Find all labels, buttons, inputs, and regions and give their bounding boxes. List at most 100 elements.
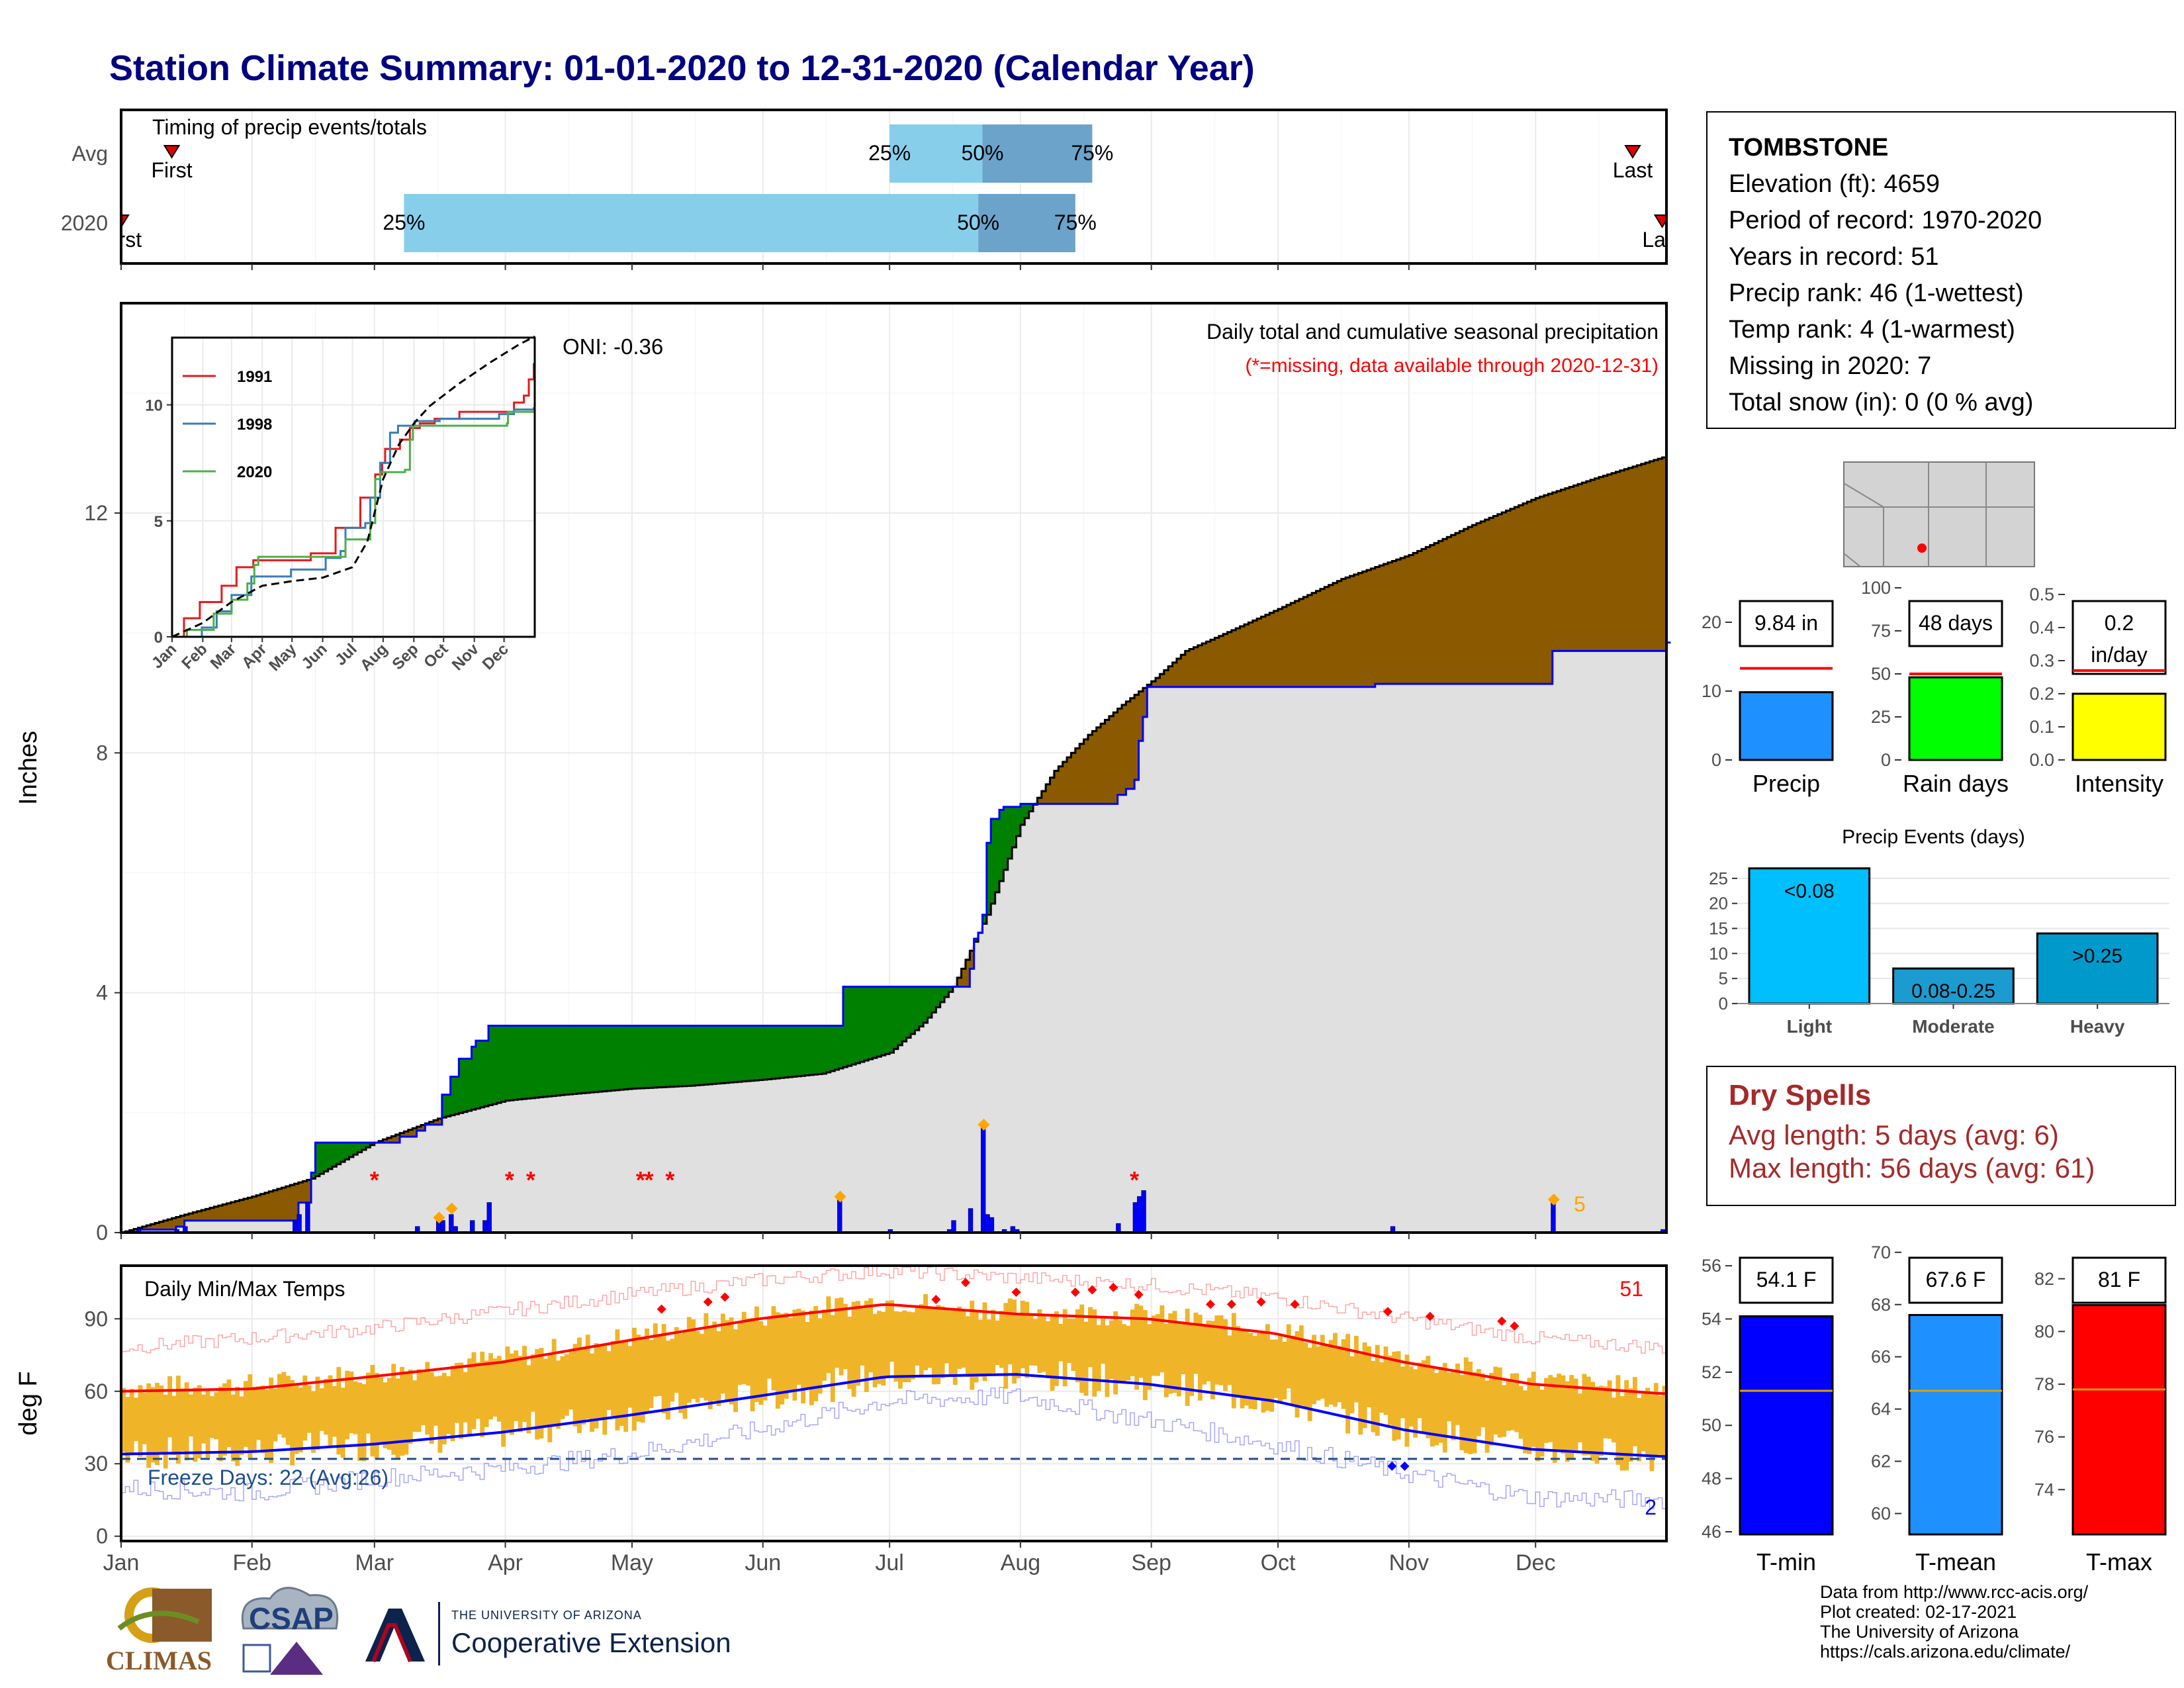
precip-surplus-fill [315,1143,320,1176]
observed-area-fill [1535,684,1541,1233]
precip-deficit-fill [1257,618,1262,687]
tmax-y-tick-label: 82 [2034,1269,2054,1289]
daily-temp-bar [569,1352,574,1410]
precip-deficit-fill [1126,701,1131,789]
daily-temp-bar [1206,1320,1211,1382]
daily-temp-bar [830,1315,835,1402]
temps-y-tick-label: 30 [84,1452,108,1476]
daily-temp-bar [1312,1335,1316,1405]
precip-deficit-fill [1062,761,1068,804]
precip-surplus-fill [585,1025,590,1093]
daily-temp-bar [1291,1335,1296,1405]
observed-area-fill [1421,684,1426,1233]
daily-temp-bar [1303,1342,1308,1409]
observed-area-fill [1101,804,1106,1233]
observed-area-fill [1543,684,1549,1233]
precip-surplus-fill [488,1025,494,1105]
precip-deficit-fill [201,1210,206,1221]
observed-area-fill [214,1220,219,1233]
observed-area-fill [1392,684,1397,1233]
daily-temp-bar [1037,1309,1042,1373]
daily-temp-bar [1282,1341,1287,1399]
record-high-count: 51 [1619,1277,1643,1301]
observed-area-fill [251,1220,257,1233]
precip-surplus-fill [606,1025,612,1092]
daily-temp-bar [492,1358,498,1417]
precip-deficit-fill [412,1128,418,1137]
observed-area-fill [302,1202,308,1233]
daily-temp-bar [801,1310,806,1404]
precip-deficit-fill [1147,684,1152,687]
station-years: Years in record: 51 [1729,243,1939,271]
observed-area-fill [189,1220,194,1233]
precip-deficit-fill [1573,485,1578,651]
daily-temp-bar [1328,1340,1334,1405]
precip-deficit-fill [1607,474,1612,651]
record-high-marker [1109,1282,1118,1292]
observed-area-fill [1624,651,1629,1233]
daily-temp-bar [581,1348,586,1425]
daily-temp-bar [201,1394,206,1444]
observed-area-fill [1050,804,1055,1233]
intensity-value-box [2071,600,2167,675]
daily-temp-bar [535,1348,540,1440]
observed-area-fill [1632,651,1637,1233]
daily-temp-bar [1476,1369,1481,1436]
precip-deficit-fill [1426,547,1431,684]
observed-area-fill [1649,651,1655,1233]
precip-surplus-fill [923,986,929,1023]
intensity-y-tick-label: 0.4 [2029,618,2054,637]
daily-temp-bar [501,1360,506,1447]
credit-line: Plot created: 02-17-2021 [1820,1602,2017,1622]
precip-deficit-fill [1176,659,1181,687]
observed-area-fill [226,1220,232,1233]
cumulative-y-tick-label: 8 [96,741,108,765]
daily-temp-bar [197,1385,202,1459]
record-low-marker [1400,1461,1410,1471]
precip-deficit-fill [1649,461,1655,651]
precip-deficit-fill [1037,798,1042,804]
precip-deficit-fill [1358,573,1363,687]
precip-surplus-fill [328,1143,333,1169]
precip-surplus-fill [357,1143,363,1152]
precip-deficit-fill [1151,681,1156,687]
precip-deficit-fill [269,1191,274,1221]
daily-temp-bar [244,1381,248,1447]
observed-area-fill [1193,686,1199,1233]
tmean-y-tick-label: 62 [1871,1452,1891,1472]
precip-deficit-fill [1122,704,1126,795]
precip-deficit-fill [193,1212,198,1221]
precip-surplus-fill [741,1025,747,1082]
precip-deficit-fill [1307,594,1312,687]
events-y-tick-label: 0 [1719,994,1728,1013]
precip-surplus-fill [982,914,987,924]
inset-series-line [172,408,536,638]
precip-surplus-fill [649,1025,654,1088]
precip-surplus-fill [902,986,907,1042]
precip-surplus-fill [839,1025,844,1069]
freeze-days-label: Freeze Days: 22 (Avg:26) [148,1466,388,1489]
precip-surplus-fill [872,986,878,1058]
precip-surplus-fill [480,1041,485,1107]
record-high-marker [1087,1285,1097,1295]
daily-temp-bar [1332,1333,1338,1407]
precip-surplus-fill [340,1143,345,1162]
record-count-label: 5 [1574,1192,1586,1216]
precip-surplus-fill [670,1025,675,1087]
ua-big-text: Cooperative Extension [451,1627,731,1658]
record-high-marker [1205,1299,1215,1309]
precip-deficit-fill [1075,748,1080,804]
daily-temp-bar [175,1376,181,1464]
observed-area-fill [209,1220,214,1233]
observed-area-fill [420,1131,426,1233]
observed-area-fill [1590,651,1596,1233]
precip_total-category-label: Precip [1752,770,1820,797]
daily-temp-bar [1531,1372,1536,1447]
intensity-value-bar [2071,692,2167,761]
daily-temp-bar [1468,1362,1473,1454]
precip-deficit-fill [1463,529,1469,684]
daily-temp-bar [577,1337,582,1433]
observed-area-fill [1472,684,1477,1233]
observed-area-fill [1594,651,1600,1233]
precip-deficit-fill [1624,469,1629,651]
